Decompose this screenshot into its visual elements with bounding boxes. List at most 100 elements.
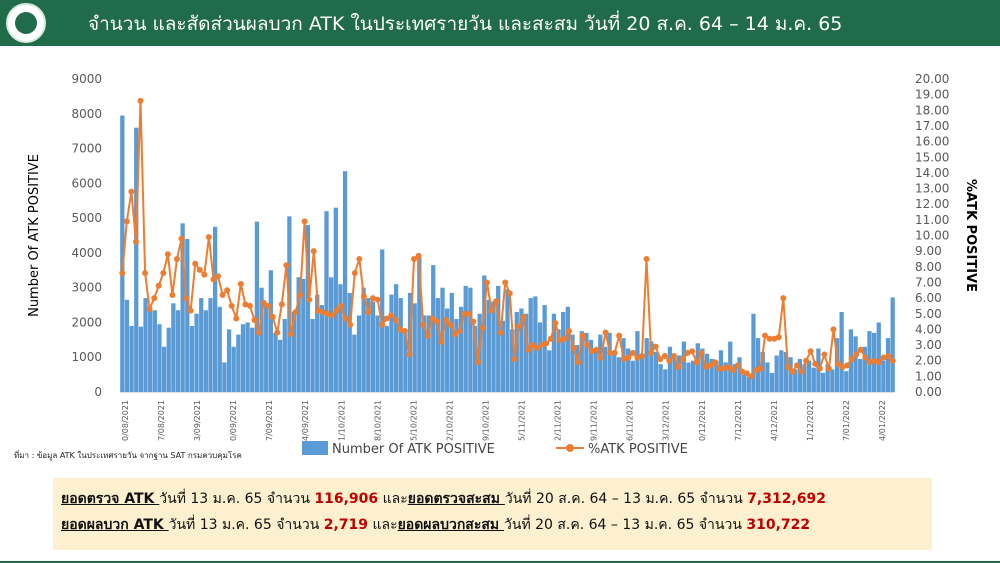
pct-point [620,356,627,363]
pct-point [474,359,481,366]
y-left-tick-label: 6000 [71,176,102,190]
pct-point [575,359,582,366]
bar-mark [579,331,584,392]
pct-point [711,359,718,366]
pct-point [793,362,800,369]
pct-point [556,337,563,344]
x-tick-label: 24/09/2021 [301,400,310,441]
x-tick-label: 10/09/2021 [229,400,238,441]
ministry-seal-icon [6,3,46,43]
y-right-tick-label: 14.00 [915,166,949,180]
pct-point [866,359,873,366]
x-tick-label: 29/10/2021 [482,400,491,441]
bar-mark [732,364,738,392]
bar-mark [830,369,835,392]
legend-bar-series: Number Of ATK POSITIVE [302,441,495,461]
pct-point [374,296,381,303]
bar-mark [134,127,139,392]
bar-mark [746,376,751,392]
bar-mark [551,313,557,392]
bar-mark [185,238,190,392]
pct-point [538,342,545,349]
y-left-tick-label: 7000 [71,142,102,156]
bar-mark [811,367,816,392]
bar-mark [565,306,570,392]
pct-point [256,329,263,336]
bar-mark [143,298,148,392]
y-right-tick-label: 16.00 [915,135,949,149]
pct-point [338,302,345,309]
bar-mark [217,306,222,392]
bar-mark [268,270,273,392]
x-tick-label: 17/12/2021 [734,400,743,441]
pct-point [634,354,641,361]
bar-mark [755,338,761,392]
pct-point [734,362,741,369]
pct-point [347,321,354,328]
y-left-axis-title: Number Of ATK POSITIVE [27,154,42,317]
pct-point [306,296,313,303]
bar-mark [677,355,682,392]
pct-point [205,234,212,241]
pct-point [798,368,805,375]
bar-mark [138,326,144,392]
pct-point [169,291,176,298]
bar-mark [412,303,417,392]
pct-point [196,266,203,273]
pct-point [853,351,860,358]
pct-point [146,306,153,313]
pct-point [602,329,609,336]
x-tick-label: 20/08/2021 [121,400,130,441]
pct-point [707,362,714,369]
bar-mark [417,254,422,392]
pct-point [319,309,326,316]
bar-mark [384,325,389,392]
pct-point [151,295,158,302]
bar-mark [598,334,603,392]
bar-mark [491,301,496,392]
pct-point [201,271,208,278]
pct-point [775,334,782,341]
x-tick-label: 12/11/2021 [554,400,563,441]
bar-mark [301,278,306,392]
pct-point [648,349,655,356]
pct-point [743,370,750,377]
pct-point [483,279,490,286]
bar-mark [570,334,575,392]
pct-point [287,331,294,338]
x-tick-label: 03/09/2021 [193,400,202,441]
pct-point [351,270,358,277]
bar-mark [361,287,366,392]
bar-mark [602,346,608,392]
pct-point [465,310,472,317]
x-tick-label: 07/01/2022 [842,400,851,441]
bar-mark [653,352,659,392]
bar-mark [695,343,700,392]
bar-mark [347,292,352,392]
bar-mark [523,313,529,392]
bar-mark [342,171,348,392]
bar-mark [180,223,185,392]
bar-mark [584,332,589,392]
pct-point [889,357,896,364]
pct-point [502,279,509,286]
y-right-tick-label: 15.00 [915,150,949,164]
legend-line-swatch [556,441,584,455]
bar-mark [356,315,362,392]
pct-point [862,354,869,361]
pct-point [461,310,468,317]
y-right-tick-label: 18.00 [915,103,949,117]
pct-point [584,342,591,349]
pct-point [839,363,846,370]
pct-point [780,295,787,302]
tests-and-text: และ [378,491,408,507]
bar-mark [769,372,775,392]
bar-mark [389,294,394,392]
pct-point [643,255,650,262]
bar-mark [505,289,510,392]
bar-mark [885,338,891,392]
pct-point [164,251,171,258]
bar-mark [486,299,492,392]
pct-point [739,368,746,375]
bar-mark [319,305,325,392]
